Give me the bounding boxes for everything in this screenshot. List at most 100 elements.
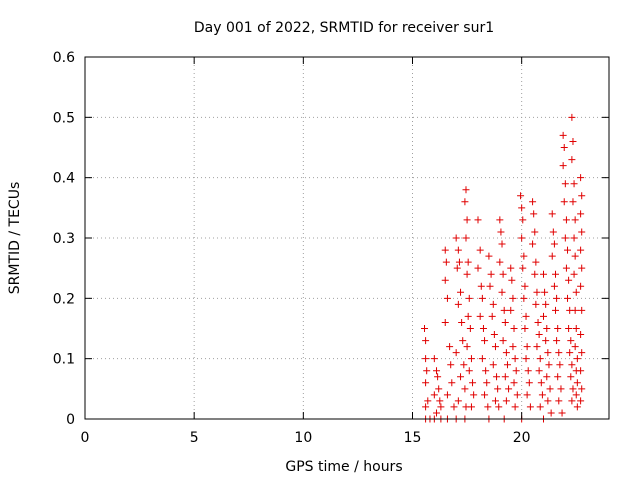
data-point xyxy=(476,312,484,320)
data-point xyxy=(489,300,497,308)
data-point xyxy=(505,385,513,393)
data-point xyxy=(489,361,497,369)
data-point xyxy=(568,113,576,121)
grid-lines xyxy=(85,57,609,419)
data-point xyxy=(533,343,541,351)
data-point xyxy=(526,403,534,411)
data-point xyxy=(513,391,521,399)
data-point xyxy=(578,385,586,393)
data-point xyxy=(573,379,581,387)
data-point xyxy=(560,144,568,151)
data-point xyxy=(561,234,569,242)
data-point xyxy=(454,300,462,308)
data-point xyxy=(502,397,510,405)
data-point xyxy=(564,246,572,254)
data-point xyxy=(572,391,580,399)
data-point xyxy=(424,397,432,405)
x-tick-label: 20 xyxy=(513,430,531,446)
data-point xyxy=(455,258,463,266)
data-point xyxy=(499,270,507,278)
data-point xyxy=(476,246,484,254)
data-point xyxy=(462,186,470,194)
data-point xyxy=(509,294,517,302)
data-point xyxy=(470,391,478,399)
data-point xyxy=(577,210,585,218)
data-point xyxy=(422,355,430,363)
data-point xyxy=(488,312,496,320)
data-point xyxy=(568,156,576,164)
data-point xyxy=(474,216,482,224)
y-tick-label: 0.1 xyxy=(53,352,75,368)
data-point xyxy=(570,180,578,188)
data-point xyxy=(507,264,515,272)
data-point xyxy=(496,258,504,266)
data-point xyxy=(555,349,563,357)
data-point xyxy=(462,234,470,242)
data-point xyxy=(477,282,485,290)
data-point xyxy=(483,379,491,387)
data-point xyxy=(552,306,560,314)
data-point xyxy=(501,373,509,381)
data-point xyxy=(491,397,499,405)
data-point xyxy=(463,270,471,278)
data-point xyxy=(522,312,530,320)
data-point xyxy=(430,391,438,399)
data-point xyxy=(522,355,530,363)
data-point xyxy=(567,337,575,345)
data-point xyxy=(530,210,538,218)
data-point xyxy=(499,337,507,345)
y-tick-label: 0.2 xyxy=(53,291,75,307)
x-tick-label: 5 xyxy=(190,430,199,446)
data-point xyxy=(578,264,586,272)
y-tick-label: 0.5 xyxy=(53,110,75,126)
data-point xyxy=(519,216,527,224)
data-point xyxy=(549,228,557,236)
data-point xyxy=(535,367,543,375)
data-point xyxy=(571,343,579,351)
y-tick-label: 0 xyxy=(66,412,75,428)
data-point xyxy=(511,403,519,411)
data-point xyxy=(554,325,562,332)
data-point xyxy=(474,264,482,272)
data-point xyxy=(461,198,469,206)
data-point xyxy=(553,294,561,302)
data-point xyxy=(534,318,542,326)
y-tick-label: 0.6 xyxy=(53,50,75,66)
data-point xyxy=(550,282,558,290)
data-point xyxy=(509,343,517,351)
data-point xyxy=(458,318,466,326)
data-point xyxy=(502,349,510,357)
data-point xyxy=(536,355,544,363)
y-tick-label: 0.4 xyxy=(53,171,75,187)
data-point xyxy=(561,180,569,188)
data-point xyxy=(467,403,475,411)
data-point xyxy=(565,325,573,332)
data-point xyxy=(466,325,474,332)
data-point xyxy=(461,385,469,393)
data-point xyxy=(486,282,494,290)
data-point xyxy=(556,361,564,369)
data-point xyxy=(437,403,445,411)
data-point xyxy=(565,276,573,284)
data-point xyxy=(494,385,502,393)
data-point xyxy=(510,325,518,332)
data-point xyxy=(521,282,529,290)
data-point xyxy=(443,391,451,399)
data-point xyxy=(479,325,487,332)
data-point xyxy=(538,391,546,399)
data-point xyxy=(433,409,441,417)
data-point xyxy=(578,349,586,357)
data-point xyxy=(422,379,430,387)
data-point xyxy=(537,379,545,387)
data-point xyxy=(485,252,493,260)
data-point xyxy=(573,355,581,363)
data-point xyxy=(569,198,577,206)
data-point xyxy=(450,403,458,411)
data-point xyxy=(577,397,585,405)
x-tick-label: 0 xyxy=(81,430,90,446)
y-axis-label: SRMTID / TECUs xyxy=(7,182,23,295)
data-point xyxy=(544,349,552,357)
data-point xyxy=(543,325,551,332)
data-point xyxy=(536,403,544,411)
